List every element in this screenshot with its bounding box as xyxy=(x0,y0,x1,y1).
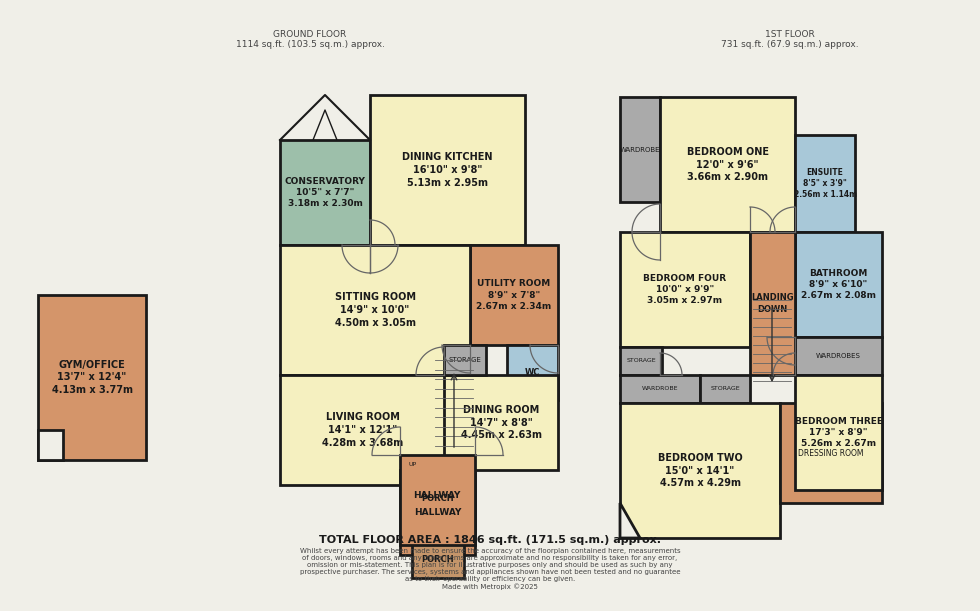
Text: WARDROBE: WARDROBE xyxy=(642,387,678,392)
Bar xyxy=(280,140,370,245)
Bar xyxy=(780,403,882,503)
Text: STORAGE: STORAGE xyxy=(710,387,740,392)
Text: DRESSING ROOM: DRESSING ROOM xyxy=(799,448,863,458)
Text: STORAGE: STORAGE xyxy=(626,359,656,364)
Bar xyxy=(620,403,780,538)
Text: DINING ROOM
14'7" x 8'8"
4.45m x 2.63m: DINING ROOM 14'7" x 8'8" 4.45m x 2.63m xyxy=(461,404,542,441)
Text: HALLWAY: HALLWAY xyxy=(414,508,462,517)
Bar xyxy=(750,232,795,375)
Text: BEDROOM THREE
17'3" x 8'9"
5.26m x 2.67m: BEDROOM THREE 17'3" x 8'9" 5.26m x 2.67m xyxy=(795,417,883,448)
Text: GYM/OFFICE
13'7" x 12'4"
4.13m x 3.77m: GYM/OFFICE 13'7" x 12'4" 4.13m x 3.77m xyxy=(52,360,132,395)
Text: DINING KITCHEN
16'10" x 9'8"
5.13m x 2.95m: DINING KITCHEN 16'10" x 9'8" 5.13m x 2.9… xyxy=(402,152,493,188)
Text: Whilst every attempt has been made to ensure the accuracy of the floorplan conta: Whilst every attempt has been made to en… xyxy=(300,548,680,590)
Bar xyxy=(444,345,486,375)
Text: PORCH: PORCH xyxy=(421,494,455,503)
Text: WC: WC xyxy=(525,368,540,377)
Bar xyxy=(795,337,882,375)
Text: WARDROBE: WARDROBE xyxy=(619,147,661,153)
Text: WARDROBES: WARDROBES xyxy=(816,353,861,359)
Polygon shape xyxy=(620,503,640,538)
Text: LANDING
DOWN: LANDING DOWN xyxy=(752,293,794,313)
Text: 1ST FLOOR
731 sq.ft. (67.9 sq.m.) approx.: 1ST FLOOR 731 sq.ft. (67.9 sq.m.) approx… xyxy=(721,30,858,49)
Text: TOTAL FLOOR AREA : 1846 sq.ft. (171.5 sq.m.) approx.: TOTAL FLOOR AREA : 1846 sq.ft. (171.5 sq… xyxy=(319,535,661,545)
Text: HALLWAY: HALLWAY xyxy=(414,491,461,500)
Bar xyxy=(280,375,445,485)
Bar xyxy=(38,295,146,460)
Text: CONSERVATORY
10'5" x 7'7"
3.18m x 2.30m: CONSERVATORY 10'5" x 7'7" 3.18m x 2.30m xyxy=(284,177,366,208)
Bar xyxy=(700,375,750,403)
Bar xyxy=(795,135,855,232)
Bar xyxy=(620,375,700,403)
Bar xyxy=(795,375,882,490)
Text: STORAGE: STORAGE xyxy=(449,357,481,363)
Bar xyxy=(412,476,464,521)
Bar xyxy=(444,375,558,470)
Text: BEDROOM TWO
15'0" x 14'1"
4.57m x 4.29m: BEDROOM TWO 15'0" x 14'1" 4.57m x 4.29m xyxy=(658,453,743,488)
Text: GROUND FLOOR
1114 sq.ft. (103.5 sq.m.) approx.: GROUND FLOOR 1114 sq.ft. (103.5 sq.m.) a… xyxy=(235,30,384,49)
Bar xyxy=(620,347,662,375)
Bar xyxy=(370,95,525,245)
Bar xyxy=(412,540,464,578)
Text: BATHROOM
8'9" x 6'10"
2.67m x 2.08m: BATHROOM 8'9" x 6'10" 2.67m x 2.08m xyxy=(801,269,876,301)
Bar xyxy=(400,470,475,555)
Text: SITTING ROOM
14'9" x 10'0"
4.50m x 3.05m: SITTING ROOM 14'9" x 10'0" 4.50m x 3.05m xyxy=(334,292,416,327)
Bar xyxy=(38,430,63,460)
Text: BEDROOM ONE
12'0" x 9'6"
3.66m x 2.90m: BEDROOM ONE 12'0" x 9'6" 3.66m x 2.90m xyxy=(687,147,768,182)
Text: UP: UP xyxy=(409,463,417,467)
Bar xyxy=(620,232,750,347)
Bar xyxy=(795,232,882,337)
Bar xyxy=(470,245,558,345)
Bar xyxy=(400,455,475,545)
Bar xyxy=(660,97,795,232)
Text: ENSUITE
8'5" x 3'9"
2.56m x 1.14m: ENSUITE 8'5" x 3'9" 2.56m x 1.14m xyxy=(794,167,857,199)
Text: LIVING ROOM
14'1" x 12'1"
4.28m x 3.68m: LIVING ROOM 14'1" x 12'1" 4.28m x 3.68m xyxy=(321,412,403,448)
Text: PORCH: PORCH xyxy=(421,555,455,563)
Bar xyxy=(507,345,558,400)
Bar xyxy=(620,97,660,202)
Bar xyxy=(280,245,470,375)
Text: UTILITY ROOM
8'9" x 7'8"
2.67m x 2.34m: UTILITY ROOM 8'9" x 7'8" 2.67m x 2.34m xyxy=(476,279,552,311)
Text: BEDROOM FOUR
10'0" x 9'9"
3.05m x 2.97m: BEDROOM FOUR 10'0" x 9'9" 3.05m x 2.97m xyxy=(644,274,726,306)
